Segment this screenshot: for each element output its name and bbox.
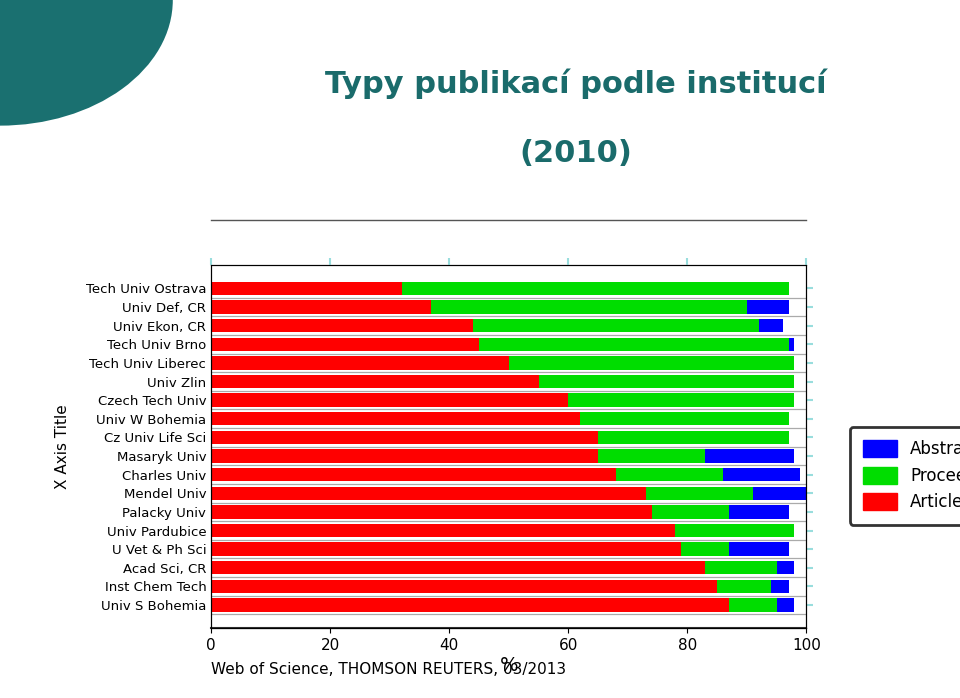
Bar [211,542,682,556]
Bar [729,542,788,556]
Bar [509,356,795,370]
Bar [211,561,706,574]
X-axis label: %: % [499,655,518,675]
Bar [211,300,431,314]
Text: Web of Science, THOMSON REUTERS, 03/2013: Web of Science, THOMSON REUTERS, 03/2013 [211,662,566,677]
Bar [646,487,753,500]
Text: X Axis Title: X Axis Title [55,404,70,489]
Bar [777,598,795,611]
Bar [706,450,795,463]
Bar [211,394,568,407]
Bar [211,431,598,444]
Bar [616,468,723,482]
Bar [729,505,788,519]
Bar [652,505,729,519]
Bar [473,319,758,332]
Bar [211,468,616,482]
Bar [777,561,795,574]
Bar [729,598,777,611]
Bar [771,579,788,593]
Bar [539,375,795,388]
Bar [211,598,729,611]
Bar [211,375,539,388]
Bar [747,300,788,314]
Text: (2010): (2010) [519,139,633,168]
Bar [758,319,782,332]
Bar [706,561,777,574]
Text: Typy publikací podle institucí: Typy publikací podle institucí [325,68,827,99]
Bar [211,487,646,500]
Legend: Abstract, Proceedings, Article: Abstract, Proceedings, Article [850,427,960,525]
Bar [479,338,788,351]
Bar [211,524,676,537]
Bar [211,505,652,519]
Bar [401,282,788,295]
Bar [211,282,401,295]
Bar [211,338,479,351]
Bar [723,468,801,482]
Bar [753,487,806,500]
Bar [211,356,509,370]
Bar [211,450,598,463]
Bar [717,579,771,593]
Bar [788,338,795,351]
Bar [580,412,788,426]
Bar [211,579,717,593]
Bar [211,319,473,332]
Bar [676,524,795,537]
Bar [568,394,795,407]
Bar [682,542,729,556]
Bar [598,431,788,444]
Bar [211,412,580,426]
Bar [598,450,706,463]
Bar [431,300,747,314]
